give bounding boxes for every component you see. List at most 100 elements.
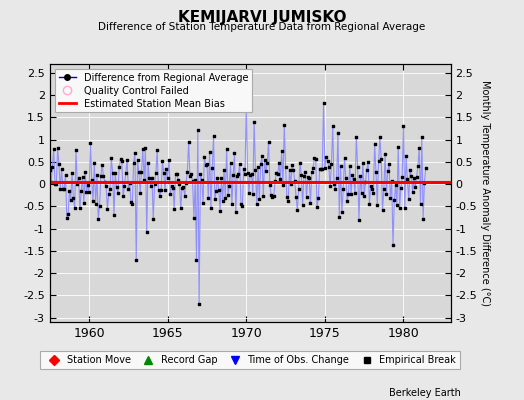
Point [269,193,278,199]
Point [334,130,342,136]
Point [195,301,203,308]
Point [104,191,113,197]
Point [90,160,99,166]
Point [421,165,430,171]
Point [213,174,222,181]
Point [149,216,157,223]
Point [292,194,300,200]
Point [220,167,228,173]
Point [125,180,134,186]
Point [365,200,374,207]
Point [98,162,106,168]
Point [326,183,334,189]
Point [403,176,411,183]
Point [274,171,282,177]
Point [384,168,392,174]
Point [321,165,329,172]
Point [311,155,320,162]
Point [357,190,366,196]
Point [60,186,68,192]
Point [124,186,133,192]
Point [241,170,249,177]
Point [212,188,220,194]
Point [364,159,372,166]
Point [418,134,426,140]
Point [353,164,362,170]
Point [129,160,138,166]
Point [339,186,347,192]
Point [201,162,210,168]
Point [399,123,408,130]
Point [56,186,64,192]
Point [205,148,214,155]
Point [128,200,136,207]
Point [147,182,155,189]
Point [415,145,423,151]
Point [233,173,242,179]
Point [141,145,149,152]
Point [285,167,293,173]
Point [101,179,109,185]
Point [95,203,104,210]
Point [322,154,330,160]
Point [86,139,94,146]
Point [400,205,409,212]
Point [386,195,395,202]
Point [413,163,422,170]
Point [187,171,195,178]
Point [342,175,350,182]
Point [245,190,253,196]
Point [275,160,283,166]
Point [157,186,165,193]
Point [310,155,319,161]
Point [356,173,365,179]
Point [73,181,81,187]
Point [51,181,59,188]
Point [116,156,125,162]
Point [379,186,388,192]
Point [262,168,270,174]
Point [298,201,307,208]
Point [198,177,206,184]
Point [378,207,387,213]
Point [196,170,204,177]
Point [229,172,237,178]
Point [408,188,417,195]
Point [313,204,321,210]
Point [360,192,368,199]
Point [88,177,96,183]
Point [131,149,139,156]
Point [328,161,336,168]
Point [247,170,256,177]
Point [332,175,341,181]
Point [300,173,308,179]
Point [57,166,66,172]
Point [381,151,389,158]
Point [239,166,248,172]
Point [100,173,108,180]
Point [302,194,311,200]
Point [113,184,121,190]
Point [348,172,356,178]
Point [81,169,89,175]
Point [340,155,348,161]
Point [391,182,400,188]
Point [175,181,183,188]
Point [323,157,332,164]
Point [419,216,427,222]
Point [363,166,371,173]
Point [324,164,333,170]
Point [200,154,209,160]
Point [47,179,55,186]
Point [279,182,287,188]
Point [316,166,325,172]
Point [345,163,354,169]
Point [170,206,178,212]
Point [377,156,385,162]
Point [96,172,105,179]
Point [93,172,101,179]
Point [289,167,298,173]
Point [248,191,257,197]
Point [172,171,181,178]
Point [416,201,424,208]
